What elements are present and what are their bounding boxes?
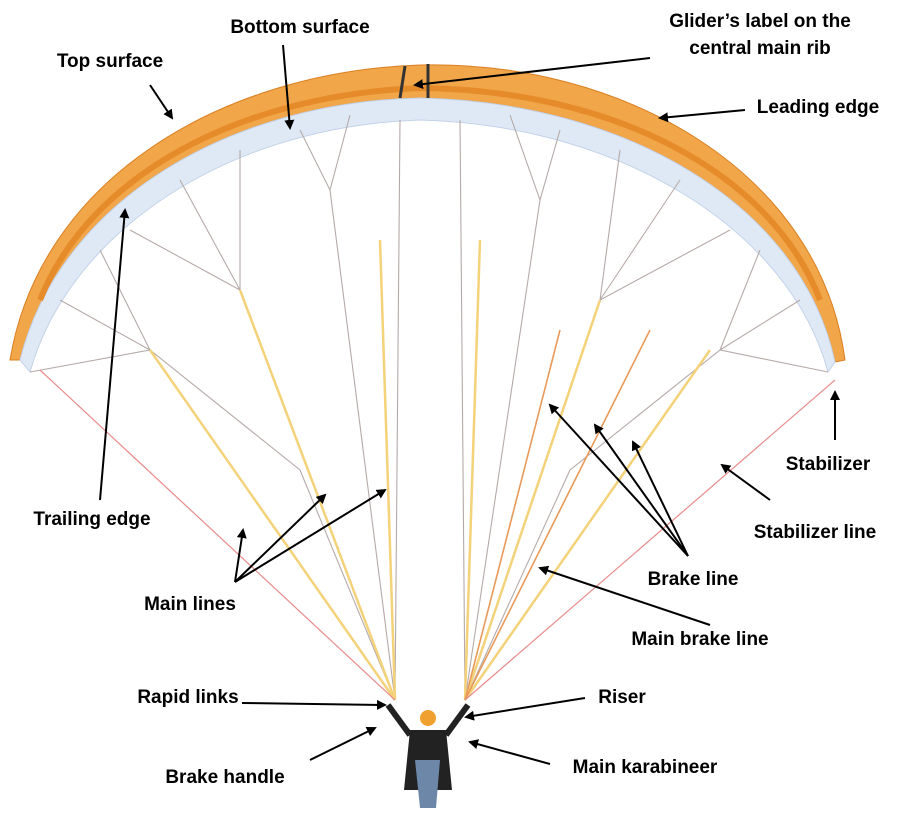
label: Bottom surface [230,17,369,38]
label: Main karabineer [573,757,718,778]
label: Main lines [144,594,236,615]
pilot [388,705,468,808]
label: Glider’s label on the [669,11,851,32]
label: Top surface [57,51,163,72]
label: Leading edge [757,97,879,118]
label: Stabilizer [786,454,871,475]
label: Riser [598,687,646,708]
label: Brake line [648,569,739,590]
label: Trailing edge [33,509,150,530]
label: Brake handle [165,767,284,788]
diagram: Top surface Bottom surface Glider’s label … [0,0,908,816]
glider-wing [10,64,845,372]
labels: Top surface Bottom surface Glider’s label … [33,11,879,788]
label: Stabilizer line [754,522,876,543]
label: central main rib [689,38,831,59]
label: Rapid links [137,687,238,708]
label: Main brake line [631,629,768,650]
